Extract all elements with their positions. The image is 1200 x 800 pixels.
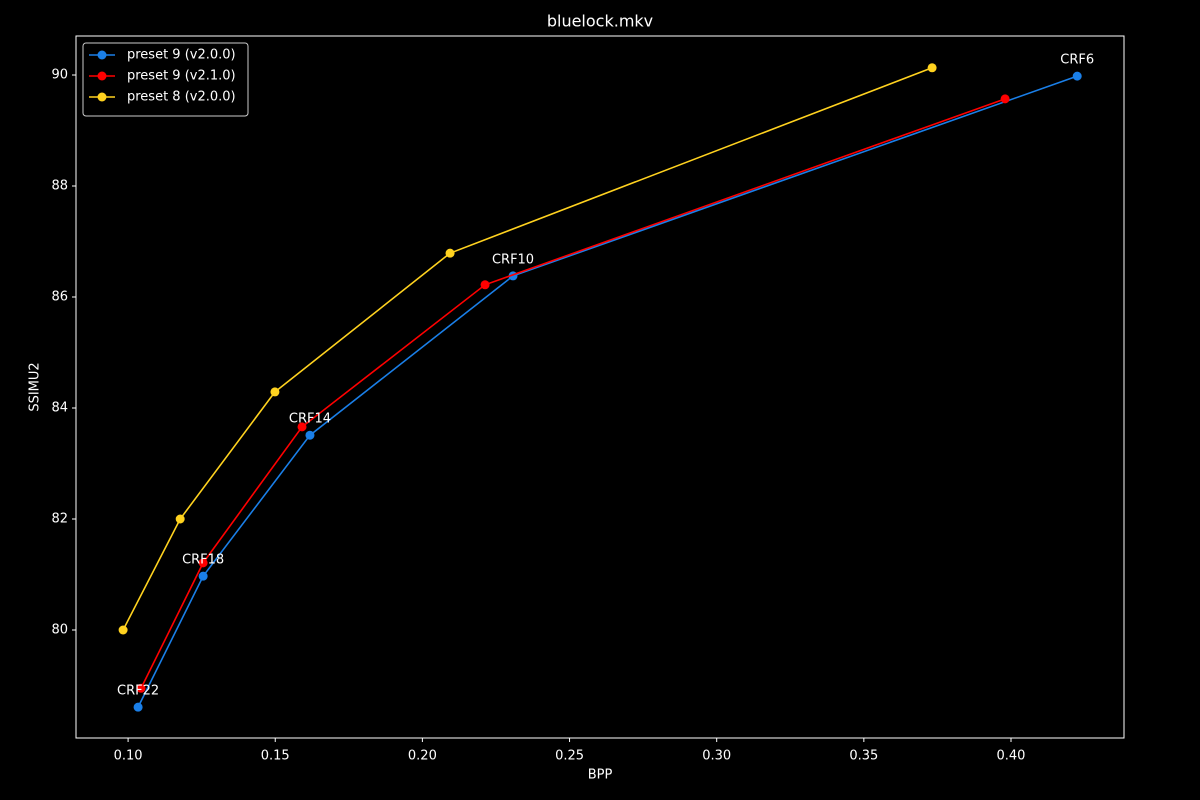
data-point [305, 430, 315, 440]
legend-marker [97, 92, 107, 102]
legend-box [82, 42, 249, 117]
data-point [136, 683, 146, 693]
y-tick-label: 84 [51, 401, 68, 416]
data-point [445, 248, 455, 258]
data-point [1000, 94, 1010, 104]
x-tick-label: 0.40 [997, 749, 1026, 764]
legend-label: preset 8 (v2.0.0) [127, 90, 236, 105]
series-line [122, 67, 933, 631]
plot-frame [75, 35, 1125, 739]
y-tick-label: 90 [51, 68, 68, 83]
data-point [297, 422, 307, 432]
annotation: CRF6 [1060, 53, 1094, 68]
x-tick-label: 0.20 [408, 749, 437, 764]
annotation: CRF22 [117, 684, 159, 699]
legend-marker [97, 71, 107, 81]
y-tick-label: 86 [51, 290, 68, 305]
y-tick-label: 80 [51, 623, 68, 638]
y-axis-label: SSIMU2 [28, 362, 43, 411]
chart-title: bluelock.mkv [547, 12, 653, 31]
x-tick-label: 0.30 [702, 749, 731, 764]
data-point [927, 63, 937, 73]
legend-label: preset 9 (v2.0.0) [127, 48, 236, 63]
legend: preset 9 (v2.0.0) preset 9 (v2.1.0) preset… [82, 42, 249, 117]
series-line [140, 98, 1006, 689]
x-tick-label: 0.25 [555, 749, 584, 764]
x-axis-label: BPP [588, 768, 613, 783]
data-point [270, 387, 280, 397]
data-point [1072, 71, 1082, 81]
data-point [118, 625, 128, 635]
x-tick-label: 0.15 [261, 749, 290, 764]
annotation: CRF10 [492, 252, 534, 267]
annotation: CRF18 [182, 553, 224, 568]
x-tick-label: 0.35 [849, 749, 878, 764]
annotation: CRF14 [289, 412, 331, 427]
data-point [198, 558, 208, 568]
legend-marker [97, 50, 107, 60]
data-point [480, 280, 490, 290]
data-point [133, 702, 143, 712]
data-point [198, 571, 208, 581]
legend-label: preset 9 (v2.1.0) [127, 69, 236, 84]
y-tick-label: 82 [51, 512, 68, 527]
data-point [175, 514, 185, 524]
y-tick-label: 88 [51, 179, 68, 194]
x-tick-label: 0.10 [114, 749, 143, 764]
